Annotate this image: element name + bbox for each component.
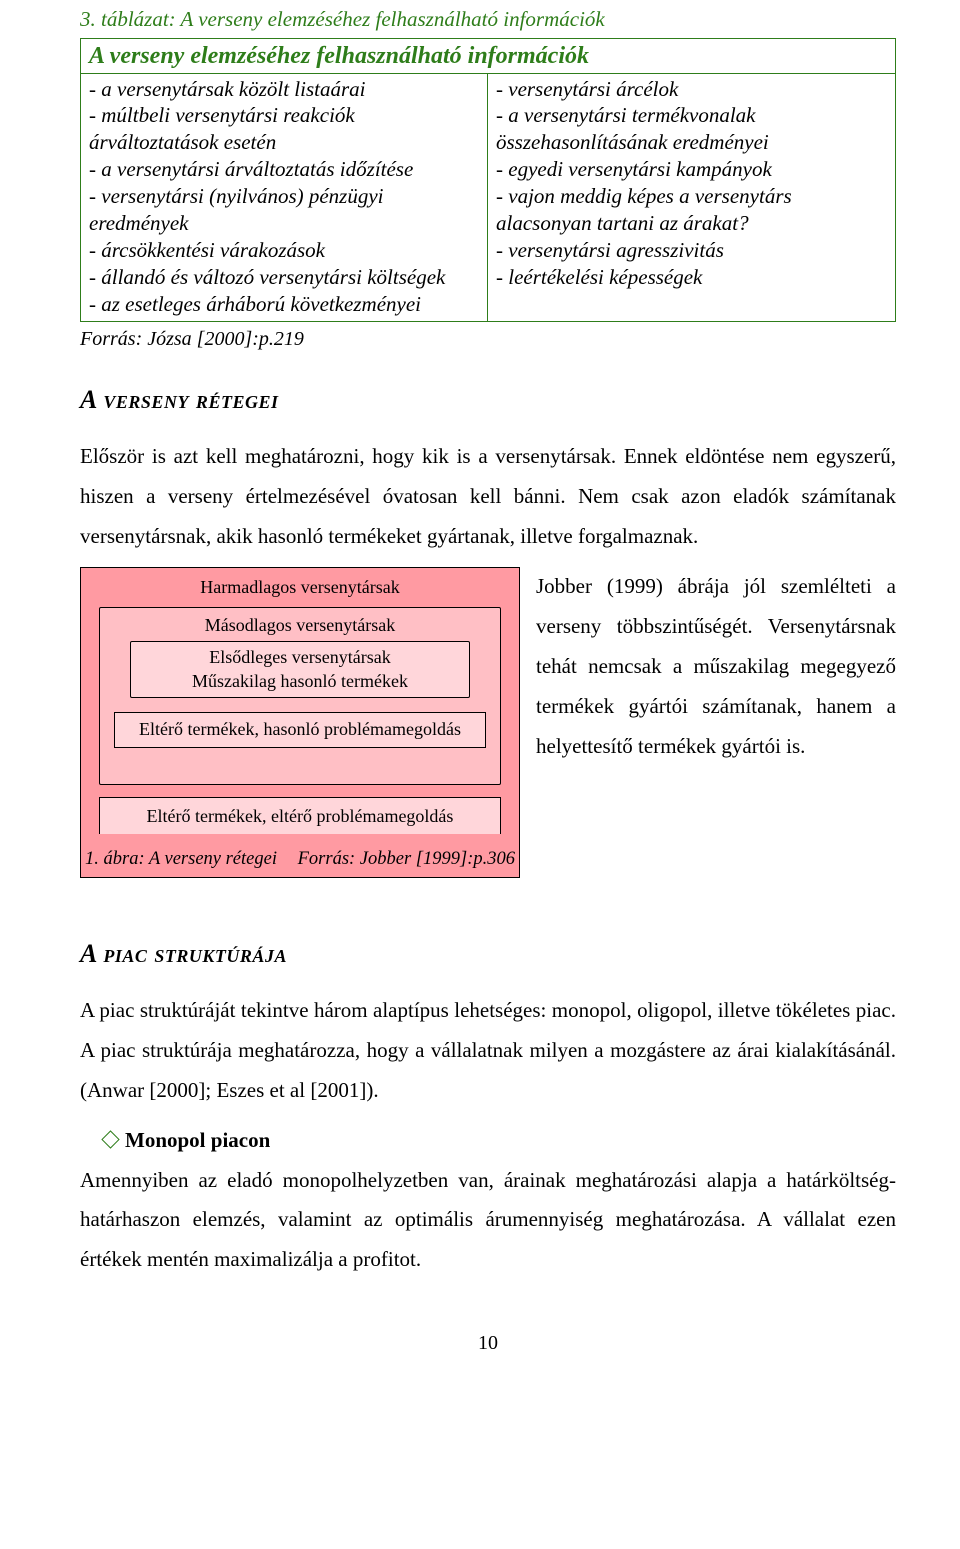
figure-layer-1b-label: Műszakilag hasonló termékek xyxy=(139,670,461,693)
figure-band-2: Eltérő termékek, hasonló problémamegoldá… xyxy=(114,712,486,747)
body-paragraph: Amennyiben az eladó monopolhelyzetben va… xyxy=(80,1161,896,1281)
table-row: - az esetleges árháború következményei xyxy=(89,291,479,318)
info-table: A verseny elemzéséhez felhasználható inf… xyxy=(80,38,896,323)
figure-band-3: Eltérő termékek, eltérő problémamegoldás xyxy=(99,797,501,836)
table-row: - leértékelési képességek xyxy=(496,264,887,291)
subheading-monopol: Monopol piacon xyxy=(80,1125,896,1157)
figure-verseny-retegei: Harmadlagos versenytársak Másodlagos ver… xyxy=(80,567,520,878)
figure-layer-3-label: Harmadlagos versenytársak xyxy=(81,568,519,603)
table-row: - versenytársi árcélok xyxy=(496,76,887,103)
figure-source: Forrás: Jobber [1999]:p.306 xyxy=(298,846,515,874)
table-col-right: - versenytársi árcélok - a versenytársi … xyxy=(488,74,895,322)
figure-layer-2-label: Másodlagos versenytársak xyxy=(110,614,490,637)
table-row: - múltbeli versenytársi reakciók árválto… xyxy=(89,102,479,156)
figure-layer-1a-label: Elsődleges versenytársak xyxy=(139,646,461,669)
table-row: - versenytársi (nyilvános) pénzügyi ered… xyxy=(89,183,479,237)
table-row: - egyedi versenytársi kampányok xyxy=(496,156,887,183)
table-row: - a versenytársak közölt listaárai xyxy=(89,76,479,103)
table-row: - versenytársi agresszivitás xyxy=(496,237,887,264)
side-paragraph: Jobber (1999) ábrája jól szemlélteti a v… xyxy=(536,567,896,878)
body-paragraph: A piac struktúráját tekintve három alapt… xyxy=(80,991,896,1111)
table-col-left: - a versenytársak közölt listaárai - múl… xyxy=(81,74,488,322)
table-row: - a versenytársi termékvonalak összehaso… xyxy=(496,102,887,156)
table-source: Forrás: Józsa [2000]:p.219 xyxy=(80,324,896,354)
table-row: - vajon meddig képes a versenytárs alacs… xyxy=(496,183,887,237)
table-caption: 3. táblázat: A verseny elemzéséhez felha… xyxy=(80,4,896,36)
body-paragraph: Először is azt kell meghatározni, hogy k… xyxy=(80,437,896,557)
figure-label: 1. ábra: A verseny rétegei xyxy=(85,846,277,874)
page-number: 10 xyxy=(80,1328,896,1358)
table-header: A verseny elemzéséhez felhasználható inf… xyxy=(81,39,895,74)
table-row: - a versenytársi árváltoztatás időzítése xyxy=(89,156,479,183)
table-row: - állandó és változó versenytársi költsé… xyxy=(89,264,479,291)
section-heading-struktura: A piac struktúrája xyxy=(80,934,896,973)
table-row: - árcsökkentési várakozások xyxy=(89,237,479,264)
section-heading-retegei: A verseny rétegei xyxy=(80,380,896,419)
diamond-icon xyxy=(101,1130,119,1148)
